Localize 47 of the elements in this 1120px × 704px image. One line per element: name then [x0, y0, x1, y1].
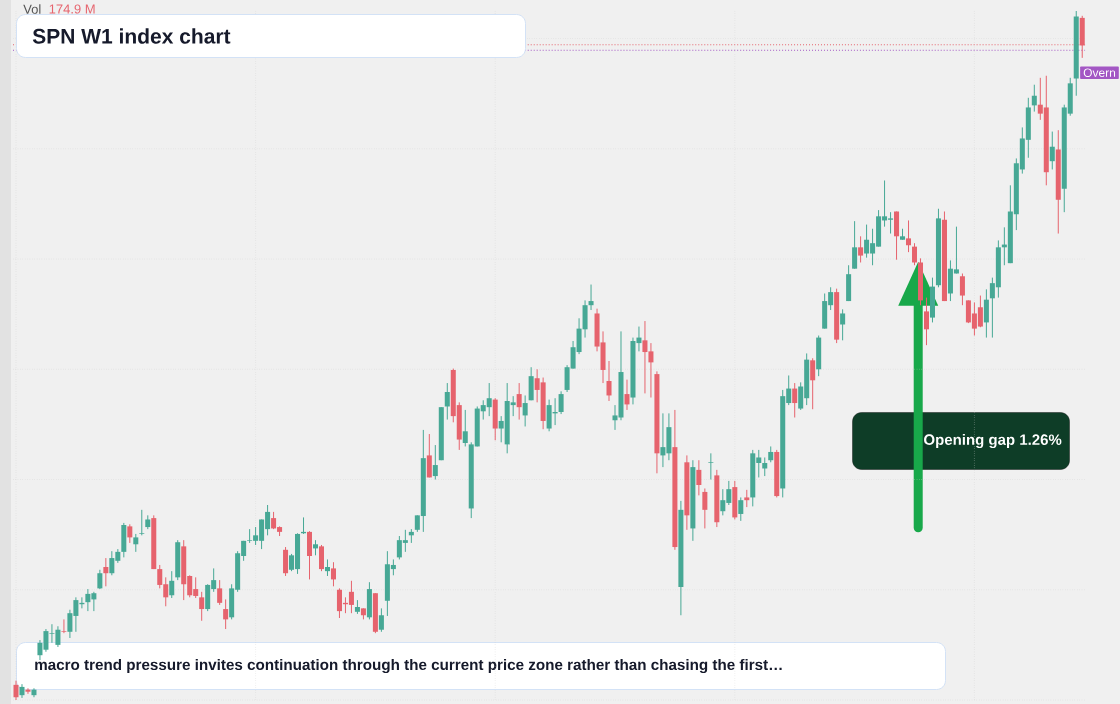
candlestick — [858, 235, 864, 263]
candlestick — [199, 591, 205, 622]
annotation: 174.9 M — [49, 4, 95, 14]
candlestick — [61, 618, 67, 634]
candlestick — [983, 288, 989, 339]
candlestick — [923, 297, 929, 346]
candlestick — [696, 459, 702, 496]
candlestick — [97, 569, 103, 590]
candlestick — [13, 680, 19, 700]
candlestick — [558, 390, 564, 415]
annotation: macro trend pressure invites continuation through the current price zone rather than chasing the first… — [35, 658, 782, 674]
candlestick — [906, 219, 912, 253]
candlestick — [330, 561, 336, 587]
annotation: Vol — [23, 4, 41, 14]
annotation: Opening gap 1.26% — [924, 433, 1062, 449]
candlestick — [810, 357, 816, 410]
candlestick — [702, 487, 708, 529]
candlestick — [959, 273, 965, 306]
candlestick — [516, 382, 522, 421]
candlestick — [852, 220, 858, 270]
candlestick — [432, 444, 438, 481]
candlestick — [169, 570, 175, 599]
candlestick — [444, 382, 450, 421]
candlestick — [738, 496, 744, 522]
candlestick — [139, 509, 145, 536]
candlestick — [25, 687, 31, 695]
candlestick — [840, 308, 846, 341]
candlestick — [127, 523, 133, 544]
candlestick — [606, 360, 612, 402]
candlestick — [792, 382, 798, 419]
candlestick — [103, 557, 109, 587]
candlestick — [1031, 84, 1037, 113]
candlestick — [378, 607, 384, 633]
candlestick — [426, 433, 432, 478]
candlestick — [588, 284, 594, 311]
ref-line-label: Overn — [1083, 68, 1116, 77]
candlestick — [911, 242, 918, 266]
candlestick — [223, 598, 229, 630]
candlestick — [217, 579, 223, 606]
candlestick — [522, 394, 528, 427]
candlestick — [283, 546, 289, 577]
candlestick — [708, 452, 714, 481]
candlestick — [318, 544, 325, 572]
text: SPN W1 index chart — [32, 28, 231, 44]
candlestick — [1049, 131, 1055, 170]
candlestick — [624, 379, 630, 411]
candlestick — [462, 409, 468, 447]
